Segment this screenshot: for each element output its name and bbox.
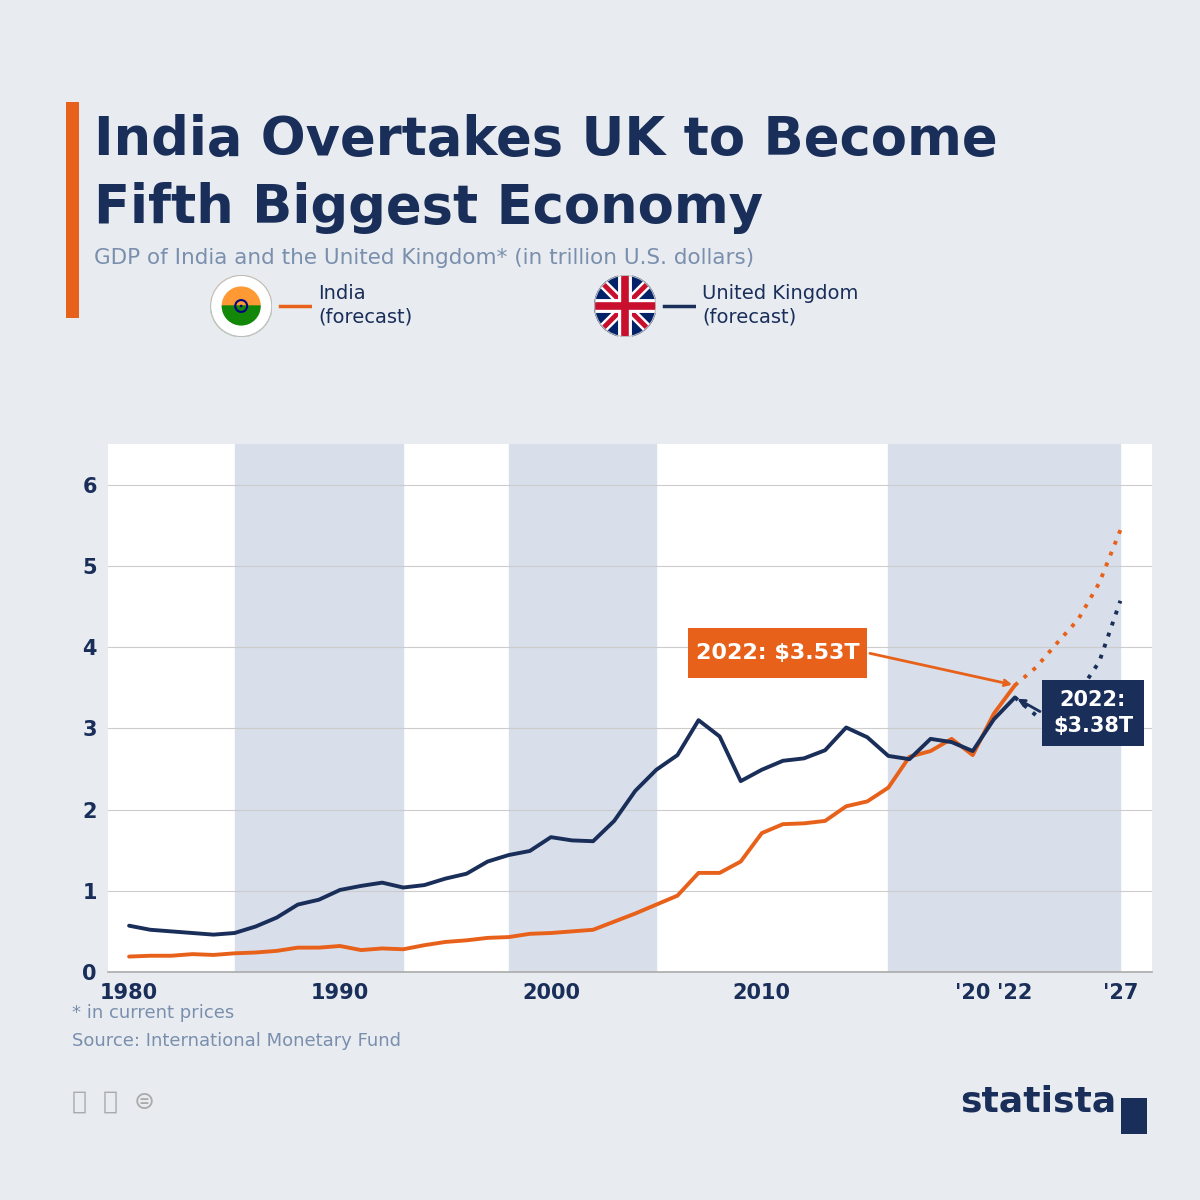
Bar xyxy=(888,444,1121,972)
Text: India Overtakes UK to Become: India Overtakes UK to Become xyxy=(94,114,997,166)
Circle shape xyxy=(595,276,655,336)
Text: Source: International Monetary Fund: Source: International Monetary Fund xyxy=(72,1032,401,1050)
Bar xyxy=(234,444,403,972)
Text: India
(forecast): India (forecast) xyxy=(318,284,413,326)
Text: 2022:
$3.38T: 2022: $3.38T xyxy=(1052,690,1133,736)
Text: GDP of India and the United Kingdom* (in trillion U.S. dollars): GDP of India and the United Kingdom* (in… xyxy=(94,248,754,269)
Wedge shape xyxy=(211,276,271,336)
Circle shape xyxy=(211,276,271,336)
Text: United Kingdom
(forecast): United Kingdom (forecast) xyxy=(702,284,858,326)
Circle shape xyxy=(240,305,242,307)
Bar xyxy=(509,444,656,972)
FancyBboxPatch shape xyxy=(1043,679,1144,746)
Text: ⓒ  ⓘ  ⊜: ⓒ ⓘ ⊜ xyxy=(72,1090,155,1114)
Text: 2022: $3.53T: 2022: $3.53T xyxy=(696,643,859,662)
Wedge shape xyxy=(211,306,271,336)
FancyBboxPatch shape xyxy=(688,628,868,678)
Text: * in current prices: * in current prices xyxy=(72,1004,234,1022)
Wedge shape xyxy=(211,276,271,306)
Text: statista: statista xyxy=(960,1085,1116,1118)
Text: Fifth Biggest Economy: Fifth Biggest Economy xyxy=(94,182,763,234)
